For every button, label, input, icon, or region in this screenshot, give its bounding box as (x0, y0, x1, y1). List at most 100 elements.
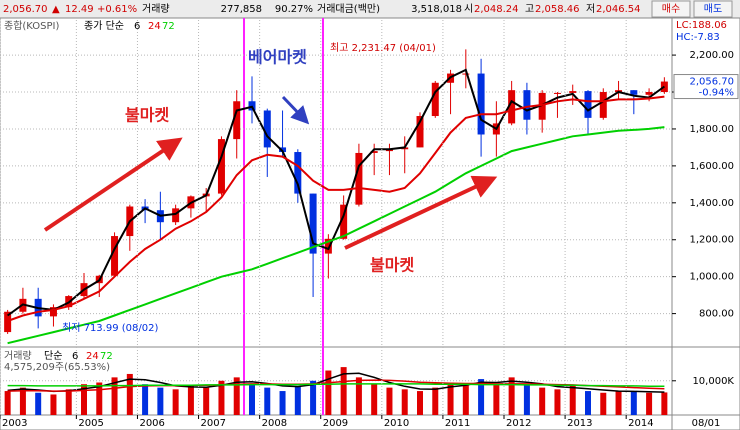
candle-body (416, 116, 424, 148)
volume-bar (523, 384, 530, 415)
y-tick-label: 800.00 (699, 309, 734, 320)
volume-label: 거래량 (142, 3, 170, 15)
x-tick-label: 2005 (78, 418, 103, 429)
volume-bar (646, 392, 653, 415)
volume-bar (401, 389, 408, 415)
buy-label[interactable]: 매수 (662, 3, 680, 15)
volume-bar (81, 384, 87, 415)
candle-body (324, 238, 332, 254)
y-tick-label: 1,000.00 (689, 272, 734, 283)
sell-label[interactable]: 매도 (704, 3, 722, 15)
arrow: ▲ (52, 4, 60, 15)
volume-bar (447, 382, 454, 415)
volume-bar (233, 377, 240, 415)
volume-bar (585, 391, 591, 415)
volume-bar (65, 389, 72, 415)
x-tick-label: 2011 (445, 418, 470, 429)
volume-bar (111, 377, 118, 415)
candle-body (355, 152, 363, 205)
volume-bar (50, 394, 57, 415)
volume-bar (386, 387, 393, 415)
volume-bar (325, 370, 332, 415)
x-tick-label: 2010 (384, 418, 409, 429)
volume-bar (615, 391, 622, 415)
open: 2,048.24 (474, 4, 519, 15)
volume-bar (142, 384, 149, 415)
date-label: 08/01 (692, 418, 721, 429)
volume-pct: 90.27% (275, 4, 313, 15)
y-tick-label: 2,200.00 (689, 50, 734, 61)
candle-body (279, 147, 287, 153)
toolbar-text: 2,056.70 ▲ 12.49 +0.61% 거래량 277,858 90.2… (3, 0, 733, 18)
volume-bar (218, 380, 225, 415)
volume-bar (462, 384, 469, 415)
y-tick-label: 1,600.00 (689, 161, 734, 172)
last-price: 2,056.70 (689, 77, 734, 88)
hc: HC:-7.83 (676, 32, 720, 43)
volume-bar (539, 387, 546, 415)
volume-bar (478, 379, 485, 415)
volume-bar (294, 385, 301, 415)
volume-bar (35, 392, 42, 415)
volume-bar (126, 373, 133, 415)
volume-bar (554, 389, 561, 415)
pane-title: 거래량 (4, 350, 32, 362)
candle-body (217, 139, 225, 194)
candle-body (111, 236, 119, 276)
volume-bar (157, 387, 164, 415)
candle-body (477, 73, 485, 135)
high: 2,058.46 (535, 4, 580, 15)
annotation: 불마켓 (370, 256, 414, 275)
x-tick-label: 2012 (506, 418, 531, 429)
candle-body (431, 82, 439, 117)
y-tick-label: 1,400.00 (689, 198, 734, 209)
annotation: 베어마켓 (248, 48, 307, 67)
last-pct: -0.94% (699, 88, 734, 99)
x-tick-label: 2014 (628, 418, 653, 429)
volume-bar (4, 391, 11, 415)
amount: 3,518,018 (411, 4, 462, 15)
x-tick-label: 2003 (2, 418, 27, 429)
change: 12.49 (65, 4, 94, 15)
ma-line (7, 95, 665, 322)
volume-bar (630, 391, 637, 415)
x-tick-label: 2006 (139, 418, 164, 429)
candle-body (462, 73, 470, 75)
candle-body (233, 101, 241, 140)
x-tick-label: 2008 (262, 418, 287, 429)
volume-bar (340, 367, 347, 415)
candle-body (263, 110, 271, 148)
candle-body (294, 152, 302, 194)
sell-button[interactable] (693, 0, 733, 18)
arrow (281, 95, 310, 125)
candle-body (630, 90, 638, 95)
ma-line (7, 383, 665, 388)
y-tick-label: 10,000K (692, 376, 734, 387)
volume-bar (172, 389, 179, 415)
y-tick-label: 1,200.00 (689, 235, 734, 246)
volume-bar (249, 384, 255, 415)
volume-bar (264, 387, 271, 415)
pane-title: 종합(KOSPI) (4, 20, 60, 32)
volume-bar (661, 392, 668, 415)
low-label: 저 (586, 3, 595, 15)
legend-entry: 24 (148, 21, 161, 32)
volume-bar (187, 385, 194, 415)
candle-body (340, 204, 348, 239)
candle-body (4, 311, 12, 333)
candle-body (645, 92, 653, 95)
annotation: 불마켓 (125, 106, 169, 125)
volume-bar (96, 382, 103, 415)
ma-label: 종가 단순 (84, 20, 124, 32)
min-label: 최저 713.99 (08/02) (62, 322, 158, 334)
ma-label: 단순 (44, 350, 62, 362)
arrow (344, 175, 498, 250)
annotations: 불마켓 베어마켓 불마켓 최고 2,231.47 (04/01) 최저 713.… (43, 42, 498, 334)
last-price-box (673, 74, 739, 100)
low: 2,046.54 (596, 4, 641, 15)
volume-bar (203, 387, 210, 415)
price: 2,056.70 (3, 4, 48, 15)
candle-body (508, 90, 516, 124)
x-tick-label: 2007 (201, 418, 226, 429)
buy-button[interactable] (651, 0, 691, 18)
